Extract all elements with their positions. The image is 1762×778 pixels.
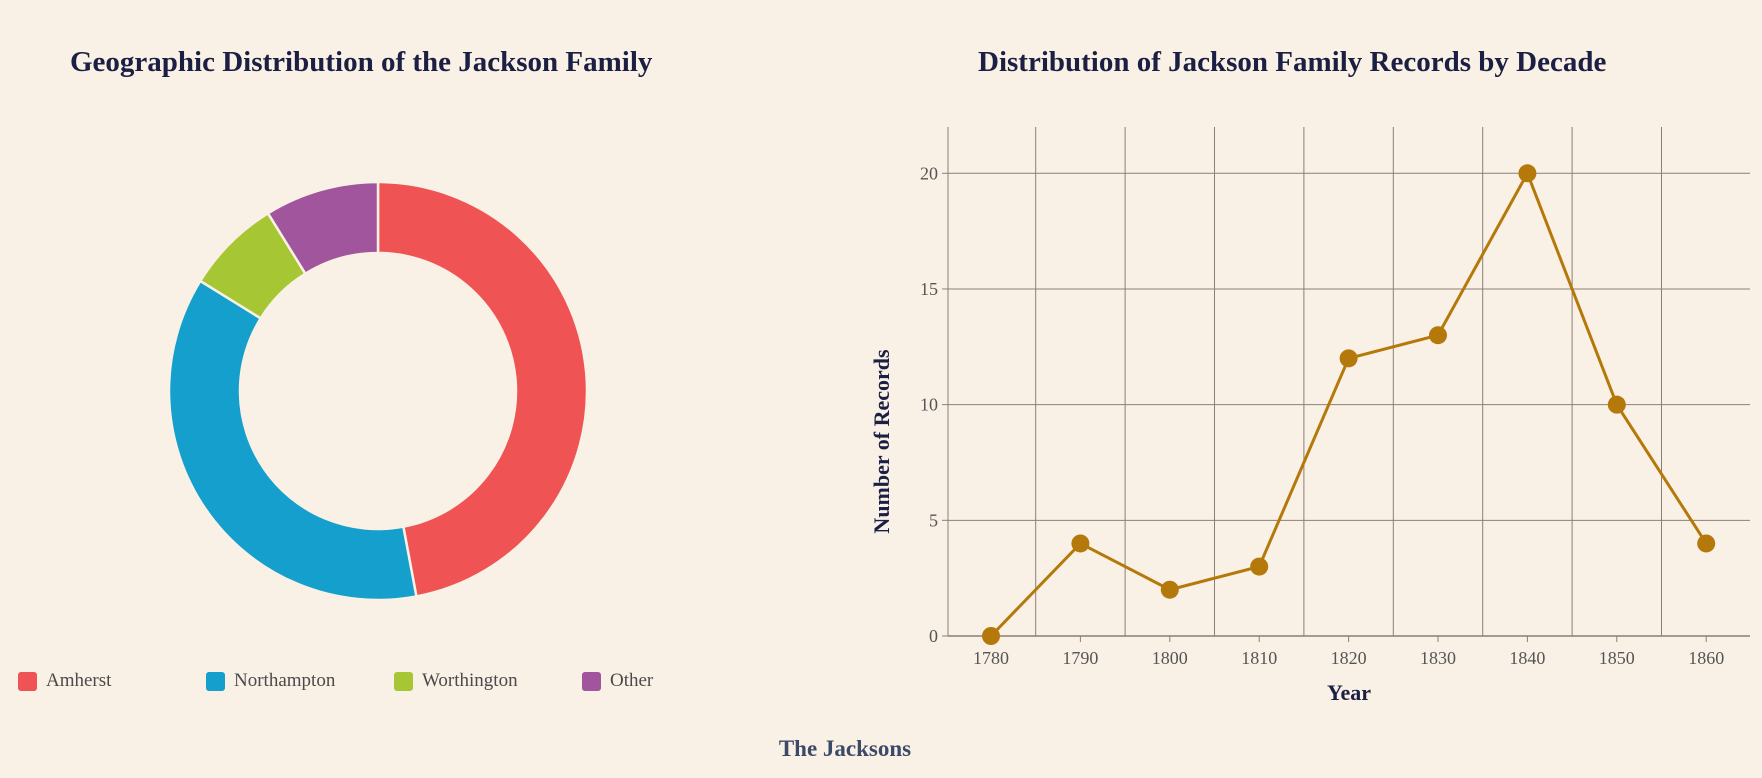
legend-label: Northampton [234, 670, 336, 691]
y-axis-label: Number of Records [869, 349, 894, 534]
data-point [1429, 326, 1447, 345]
legend-swatch [394, 671, 413, 691]
legend-swatch [582, 671, 601, 691]
y-tick-label: 5 [929, 510, 938, 530]
footer-title: The Jacksons [778, 736, 912, 761]
x-tick-label: 1800 [1152, 648, 1188, 668]
legend-item[interactable]: Amherst [18, 670, 206, 692]
x-tick-label: 1790 [1062, 648, 1098, 668]
data-point [1518, 164, 1537, 183]
x-tick-label: 1850 [1599, 648, 1635, 668]
line-chart-title: Distribution of Jackson Family Records b… [978, 46, 1607, 78]
y-tick-label: 10 [920, 395, 938, 415]
legend-label: Other [610, 670, 654, 691]
legend-label: Worthington [422, 670, 518, 691]
data-point [1607, 395, 1626, 414]
donut-slice-northampton [167, 279, 418, 602]
data-point [1250, 557, 1269, 576]
donut-slice-other [266, 180, 380, 276]
legend-swatch [18, 671, 37, 691]
legend-item[interactable]: Worthington [394, 670, 582, 692]
x-tick-label: 1780 [973, 648, 1009, 668]
x-axis-label: Year [1327, 680, 1371, 705]
data-point [1339, 349, 1358, 368]
x-tick-label: 1830 [1420, 648, 1456, 668]
x-tick-label: 1820 [1331, 648, 1367, 668]
data-point [982, 627, 1000, 645]
y-tick-label: 0 [929, 626, 938, 646]
y-tick-label: 15 [920, 279, 938, 299]
legend-item[interactable]: Northampton [206, 670, 394, 692]
donut-slice-amherst [376, 180, 589, 598]
data-point [1071, 534, 1090, 553]
donut-legend: Amherst Northampton Worthington Other [18, 670, 770, 692]
data-point [1160, 580, 1179, 599]
legend-swatch [206, 671, 225, 691]
x-tick-label: 1860 [1688, 648, 1724, 668]
x-tick-label: 1840 [1509, 648, 1545, 668]
legend-label: Amherst [46, 670, 112, 691]
x-tick-label: 1810 [1241, 648, 1277, 668]
y-tick-label: 20 [920, 163, 938, 183]
legend-item[interactable]: Other [582, 670, 770, 692]
data-point [1697, 534, 1716, 553]
donut-chart-title: Geographic Distribution of the Jackson F… [70, 46, 653, 78]
